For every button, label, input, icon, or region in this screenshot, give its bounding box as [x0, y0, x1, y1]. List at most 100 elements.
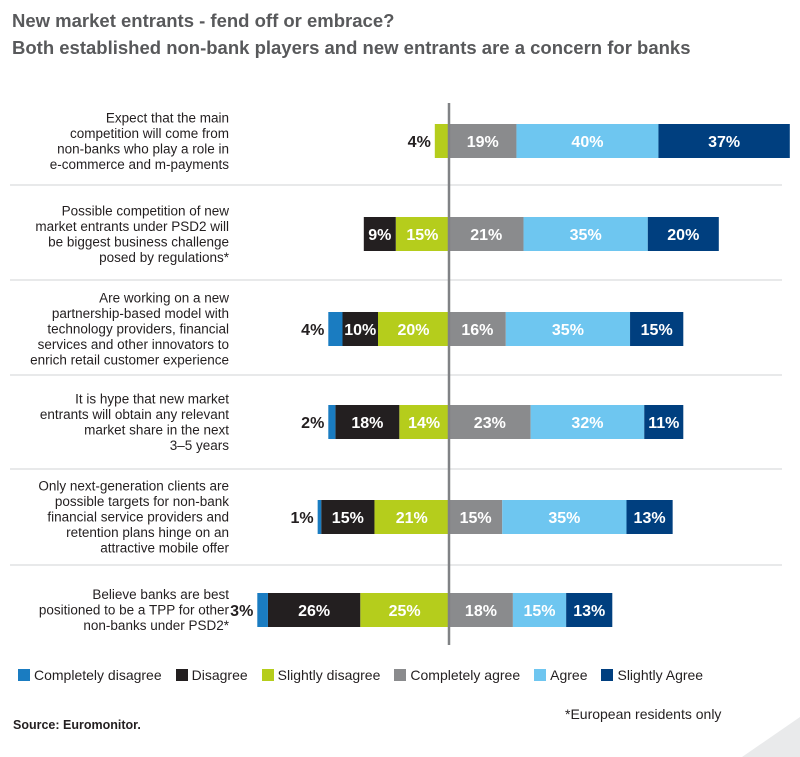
data-label: 15%: [641, 322, 673, 339]
category-label: Expect that the main: [106, 110, 229, 125]
bar-completely-agree: [449, 593, 513, 627]
legend-swatch-agree: [534, 669, 547, 681]
category-label: competition will come from: [70, 126, 229, 141]
legend-item-completely-agree: Completely agree: [394, 667, 520, 683]
data-label: 4%: [301, 322, 324, 339]
category-label: partnership-based model with: [52, 306, 229, 321]
category-label: positioned to be a TPP for other: [39, 603, 230, 618]
bar-completely-agree: [449, 312, 506, 346]
data-label: 1%: [291, 510, 314, 527]
data-label: 32%: [571, 415, 603, 432]
bar-disagree: [342, 312, 378, 346]
data-label: 18%: [351, 415, 383, 432]
bar-disagree: [363, 217, 396, 251]
bar-agree: [505, 312, 631, 346]
data-label: 13%: [573, 603, 605, 620]
category-label: Only next-generation clients are: [38, 479, 229, 494]
bar-slightly-agree: [644, 405, 684, 439]
data-label: 21%: [470, 227, 502, 244]
corner-decoration: [742, 717, 800, 757]
data-label: 20%: [667, 227, 699, 244]
data-label: 13%: [634, 510, 666, 527]
bar-slightly-disagree: [395, 217, 449, 251]
legend-swatch-disagree: [175, 669, 188, 681]
category-label: market entrants under PSD2 will: [35, 219, 229, 234]
data-label: 35%: [548, 510, 580, 527]
legend-swatch-slightly-agree: [601, 669, 614, 681]
data-label: 15%: [460, 510, 492, 527]
category-label: retention plans hinge on an: [66, 525, 229, 540]
bar-agree: [523, 217, 648, 251]
legend-swatch-slightly-disagree: [261, 669, 274, 681]
bar-slightly-disagree: [374, 500, 449, 534]
category-label: Believe banks are best: [92, 587, 229, 602]
chart-subtitle: Both established non-bank players and ne…: [12, 37, 691, 58]
category-label: be biggest business challenge: [48, 234, 229, 249]
category-label: 3–5 years: [170, 438, 230, 453]
data-label: 35%: [570, 227, 602, 244]
bar-slightly-agree: [647, 217, 719, 251]
bar-slightly-disagree: [378, 312, 449, 346]
chart-title: New market entrants - fend off or embrac…: [12, 10, 395, 31]
bar-slightly-agree: [566, 593, 613, 627]
category-label: services and other innovators to: [38, 337, 229, 352]
category-label: posed by regulations*: [99, 250, 230, 265]
legend-label: Slightly disagree: [277, 667, 381, 683]
data-label: 26%: [298, 603, 330, 620]
data-label: 9%: [368, 227, 391, 244]
legend-label: Disagree: [191, 667, 248, 683]
data-label: 35%: [552, 322, 584, 339]
bar-disagree: [267, 593, 361, 627]
data-label: 2%: [301, 415, 324, 432]
category-label: technology providers, financial: [47, 322, 229, 337]
bar-completely-disagree: [257, 593, 268, 627]
category-label: possible targets for non-bank: [55, 494, 229, 509]
bar-slightly-disagree: [360, 593, 449, 627]
legend-label: Agree: [550, 667, 588, 683]
category-label: It is hype that new market: [75, 391, 229, 406]
legend: Completely disagree Disagree Slightly di…: [18, 667, 717, 683]
legend-item-completely-disagree: Completely disagree: [18, 667, 162, 683]
category-label: non-banks who play a role in: [57, 141, 229, 156]
legend-label: Slightly Agree: [617, 667, 704, 683]
data-label: 40%: [571, 134, 603, 151]
bar-disagree: [335, 405, 400, 439]
bar-completely-agree: [449, 217, 524, 251]
source-note: Source: Euromonitor.: [13, 718, 141, 732]
category-label: Are working on a new: [99, 291, 229, 306]
data-label: 37%: [708, 134, 740, 151]
bar-slightly-agree: [630, 312, 684, 346]
bar-agree: [516, 124, 659, 158]
legend-item-agree: Agree: [534, 667, 587, 683]
category-label: entrants will obtain any relevant: [40, 407, 229, 422]
bar-slightly-disagree: [434, 124, 449, 158]
data-label: 21%: [396, 510, 428, 527]
bar-slightly-disagree: [399, 405, 449, 439]
legend-item-slightly-disagree: Slightly disagree: [261, 667, 381, 683]
data-label: 4%: [408, 134, 431, 151]
data-label: 20%: [397, 322, 429, 339]
bar-slightly-agree: [626, 500, 673, 534]
footnote: *European residents only: [565, 706, 722, 722]
data-label: 19%: [467, 134, 499, 151]
data-label: 23%: [474, 415, 506, 432]
category-label: enrich retail customer experience: [30, 353, 229, 368]
legend-item-slightly-agree: Slightly Agree: [601, 667, 703, 683]
category-label: e-commerce and m-payments: [50, 157, 230, 172]
bar-completely-disagree: [328, 312, 343, 346]
data-label: 15%: [406, 227, 438, 244]
category-label: attractive mobile offer: [100, 541, 229, 556]
category-label: financial service providers and: [47, 510, 229, 525]
bar-agree: [512, 593, 567, 627]
bar-completely-disagree: [317, 500, 322, 534]
legend-label: Completely disagree: [34, 667, 162, 683]
data-label: 10%: [344, 322, 376, 339]
legend-swatch-completely-agree: [394, 669, 407, 681]
bar-disagree: [321, 500, 375, 534]
legend-swatch-completely-disagree: [18, 669, 30, 681]
data-label: 14%: [408, 415, 440, 432]
legend-item-disagree: Disagree: [175, 667, 248, 683]
legend-label: Completely agree: [410, 667, 521, 683]
data-label: 16%: [461, 322, 493, 339]
